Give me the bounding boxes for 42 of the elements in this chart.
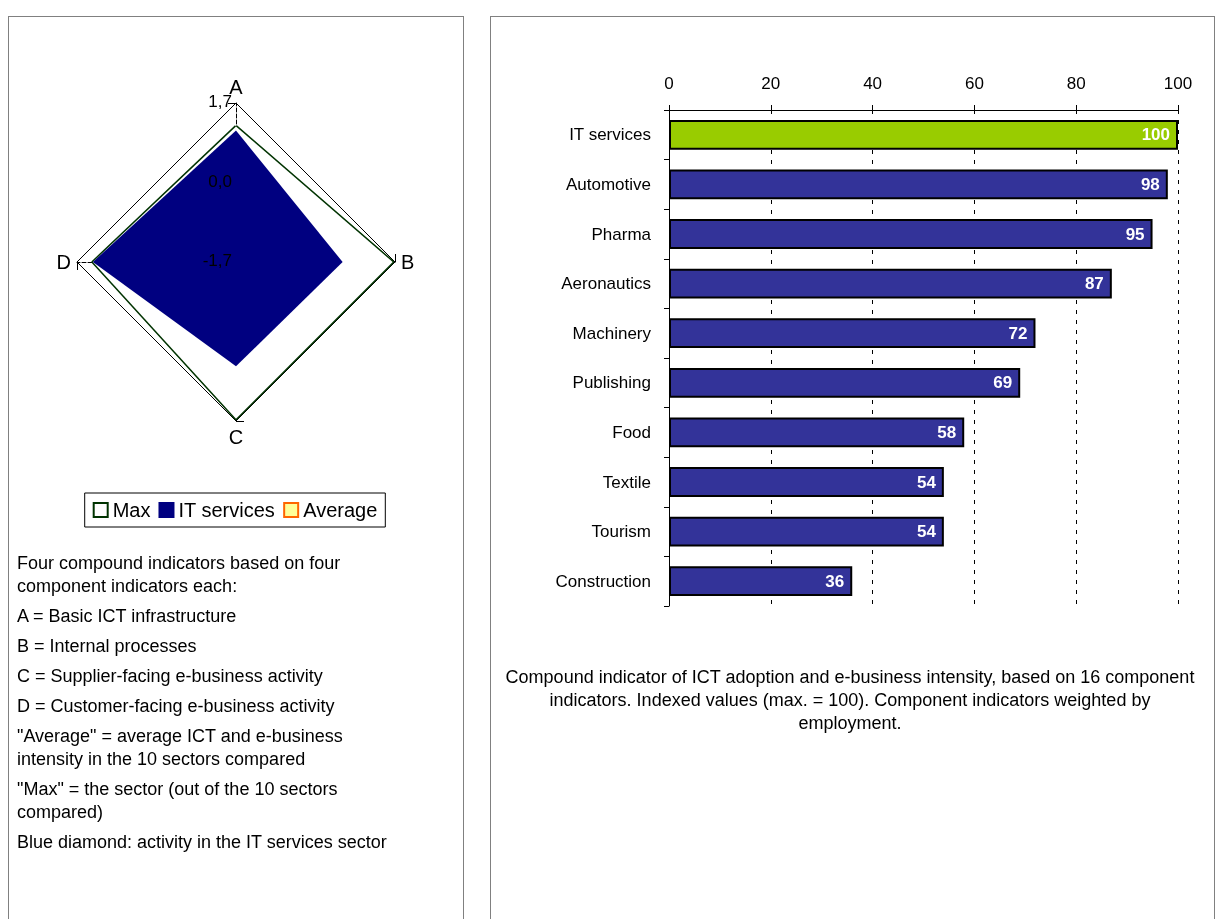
text: D = Customer-facing e-business activity [17,695,336,718]
data-label: 69 [993,373,1013,393]
data-label: 100 [1141,125,1170,145]
data-label: 54 [916,522,937,542]
text: "Max" = the sector (out of the 10 sectors compared) [17,778,339,824]
spoke-label: D [56,251,71,273]
text: Compound indicator of ICT adoption and e-business intensity, based on 16 component indicators. Indexed values (max. = 100). Component indicators weighted by employment. [505,666,1195,735]
text: Four compound indicators based on four component indicators each: [17,552,342,598]
data-label: 98 [1140,174,1160,194]
x-tick-label: 0 [664,74,674,93]
y-tick-label: Construction [555,571,651,591]
x-tick-label: 60 [964,74,984,93]
y-tick-label: Aeronautics [561,274,651,294]
y-tick-label: 0,0 [208,171,232,191]
x-tick-label: 40 [863,74,883,93]
y-tick-label: IT services [569,125,651,145]
y-tick-label: -1,7 [202,251,232,270]
data-label: 58 [937,422,957,442]
spoke-label: B [401,251,415,273]
text: "Average" = average ICT and e-business intensity in the 10 sectors compared [17,725,344,771]
y-tick-label: Tourism [591,522,651,542]
x-tick-label: 20 [761,74,781,93]
y-tick-label: Food [612,422,651,442]
y-tick-label: Textile [602,472,651,492]
text: B = Internal processes [17,635,198,658]
text: C = Supplier-facing e-business activity [17,665,324,688]
data-label: 72 [1008,323,1028,343]
text: A = Basic ICT infrastructure [17,605,238,628]
spoke-label: C [228,426,244,448]
data-label: 95 [1125,224,1145,244]
x-tick-label: 100 [1163,74,1193,93]
y-tick-label: Machinery [572,323,652,343]
data-label: 36 [825,571,845,591]
y-tick-label: Pharma [591,224,652,244]
y-tick-label: Automotive [565,174,651,194]
data-label: 87 [1084,274,1104,294]
y-tick-label: Publishing [572,373,651,393]
legend-label: Max [112,499,151,521]
x-tick-label: 80 [1066,74,1086,93]
data-label: 54 [916,472,937,492]
legend-label: Average [303,499,378,521]
text: Blue diamond: activity in the IT services sector [17,831,388,854]
